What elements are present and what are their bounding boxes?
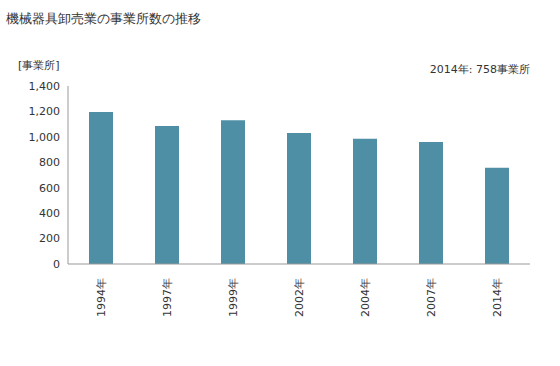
- svg-text:400: 400: [39, 207, 60, 220]
- svg-text:2002年: 2002年: [293, 278, 306, 317]
- html-text:[事業所]: [事業所]: [18, 59, 60, 72]
- svg-text:800: 800: [39, 156, 60, 169]
- svg-text:200: 200: [39, 232, 60, 245]
- svg-text:1,200: 1,200: [29, 105, 61, 118]
- svg-text:1994年: 1994年: [95, 278, 108, 317]
- svg-text:1,000: 1,000: [29, 131, 61, 144]
- html-text:2014年: 758事業所: 2014年: 758事業所: [429, 63, 530, 76]
- svg-text:2007年: 2007年: [425, 278, 438, 317]
- svg-text:1999年: 1999年: [227, 278, 240, 317]
- svg-text:0: 0: [53, 258, 60, 271]
- svg-text:2004年: 2004年: [359, 278, 372, 317]
- svg-text:1997年: 1997年: [161, 278, 174, 317]
- svg-text:1,400: 1,400: [29, 80, 61, 93]
- svg-text:2014年: 2014年: [491, 278, 504, 317]
- svg-text:600: 600: [39, 182, 60, 195]
- html-text:機械器具卸売業の事業所数の推移: 機械器具卸売業の事業所数の推移: [6, 11, 201, 26]
